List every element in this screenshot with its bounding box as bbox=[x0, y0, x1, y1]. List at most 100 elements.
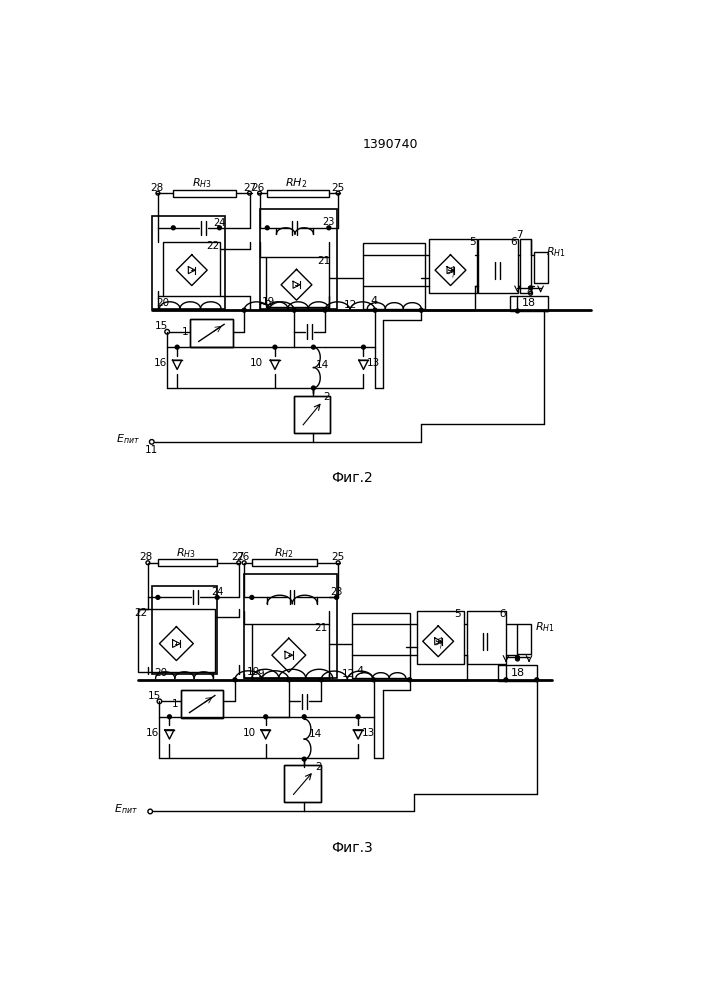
Circle shape bbox=[320, 678, 323, 682]
Text: 22: 22 bbox=[206, 241, 220, 251]
Bar bbox=[190, 319, 233, 347]
Circle shape bbox=[529, 286, 532, 290]
Text: 24: 24 bbox=[211, 587, 223, 597]
Text: 23: 23 bbox=[322, 217, 335, 227]
Text: 13: 13 bbox=[367, 358, 380, 368]
Bar bbox=[181, 690, 223, 718]
Text: 4: 4 bbox=[370, 296, 377, 306]
Text: $R_{H3}$: $R_{H3}$ bbox=[192, 176, 211, 190]
Bar bbox=[510, 296, 549, 311]
Text: 8: 8 bbox=[526, 286, 532, 296]
Bar bbox=[152, 216, 225, 309]
Text: 23: 23 bbox=[330, 587, 343, 597]
Text: 1: 1 bbox=[172, 699, 179, 709]
Circle shape bbox=[218, 226, 221, 230]
Text: $R_{H2}$: $R_{H2}$ bbox=[274, 546, 294, 560]
Bar bbox=[284, 765, 321, 802]
Text: 19: 19 bbox=[247, 667, 260, 677]
Bar bbox=[252, 559, 317, 566]
Text: 5: 5 bbox=[469, 237, 476, 247]
Text: 12: 12 bbox=[344, 300, 357, 310]
Circle shape bbox=[312, 345, 315, 349]
Text: 10: 10 bbox=[243, 728, 256, 738]
Text: 27: 27 bbox=[231, 552, 245, 562]
Circle shape bbox=[408, 678, 411, 682]
Bar bbox=[259, 209, 337, 309]
Text: 14: 14 bbox=[308, 729, 322, 739]
Bar bbox=[294, 396, 329, 433]
Text: 16: 16 bbox=[146, 728, 158, 738]
Text: Фиг.3: Фиг.3 bbox=[331, 841, 373, 855]
Text: 22: 22 bbox=[134, 608, 148, 618]
Text: 24: 24 bbox=[214, 218, 226, 228]
Bar bbox=[190, 319, 233, 347]
Circle shape bbox=[356, 715, 360, 719]
Text: 18: 18 bbox=[510, 668, 525, 678]
Circle shape bbox=[273, 345, 277, 349]
Text: 12: 12 bbox=[341, 669, 355, 679]
Circle shape bbox=[292, 308, 296, 312]
Text: 25: 25 bbox=[332, 552, 345, 562]
Bar bbox=[284, 765, 321, 802]
Bar bbox=[363, 243, 425, 309]
Bar bbox=[158, 559, 217, 566]
Bar bbox=[181, 690, 223, 718]
Circle shape bbox=[361, 345, 366, 349]
Text: 15: 15 bbox=[155, 321, 168, 331]
Bar bbox=[467, 611, 506, 664]
Text: 4: 4 bbox=[356, 666, 363, 676]
Bar bbox=[352, 613, 409, 678]
Text: 14: 14 bbox=[316, 360, 329, 370]
Bar bbox=[244, 574, 337, 678]
Text: 15: 15 bbox=[148, 691, 160, 701]
Text: $E_{пит}$: $E_{пит}$ bbox=[114, 802, 138, 816]
Text: $R_{H1}$: $R_{H1}$ bbox=[534, 620, 554, 634]
Circle shape bbox=[312, 386, 315, 390]
Bar bbox=[163, 242, 219, 296]
Circle shape bbox=[334, 595, 339, 599]
Circle shape bbox=[156, 595, 160, 599]
Bar bbox=[294, 396, 329, 433]
Bar bbox=[417, 611, 464, 664]
Text: 2: 2 bbox=[315, 762, 322, 772]
Text: 26: 26 bbox=[236, 552, 250, 562]
Circle shape bbox=[515, 309, 520, 313]
Text: 16: 16 bbox=[154, 358, 167, 368]
Text: 28: 28 bbox=[140, 552, 153, 562]
Circle shape bbox=[303, 715, 306, 719]
Text: 18: 18 bbox=[522, 298, 536, 308]
Circle shape bbox=[327, 226, 331, 230]
Bar bbox=[478, 239, 518, 293]
Text: $RH_2$: $RH_2$ bbox=[285, 176, 307, 190]
Bar bbox=[498, 665, 537, 681]
Circle shape bbox=[233, 678, 237, 682]
Text: 5: 5 bbox=[454, 609, 461, 619]
Text: Фиг.2: Фиг.2 bbox=[331, 471, 373, 485]
Text: 21: 21 bbox=[317, 256, 331, 266]
Text: б: б bbox=[499, 609, 506, 619]
Bar bbox=[534, 252, 549, 283]
Circle shape bbox=[175, 345, 179, 349]
Bar bbox=[138, 609, 215, 672]
Circle shape bbox=[504, 678, 508, 682]
Bar bbox=[520, 239, 530, 293]
Circle shape bbox=[323, 308, 327, 312]
Bar bbox=[429, 239, 477, 293]
Text: 9: 9 bbox=[258, 669, 264, 679]
Circle shape bbox=[419, 308, 423, 312]
Text: 26: 26 bbox=[252, 183, 264, 193]
Bar bbox=[267, 190, 329, 197]
Bar bbox=[266, 257, 329, 307]
Circle shape bbox=[287, 678, 291, 682]
Circle shape bbox=[168, 715, 171, 719]
Circle shape bbox=[373, 308, 377, 312]
Bar bbox=[252, 624, 329, 680]
Text: 10: 10 bbox=[250, 358, 264, 368]
Bar bbox=[152, 586, 217, 674]
Text: $E_{пит}$: $E_{пит}$ bbox=[117, 433, 140, 446]
Text: 1: 1 bbox=[182, 327, 189, 337]
Text: 19: 19 bbox=[262, 297, 276, 307]
Circle shape bbox=[534, 678, 539, 682]
Circle shape bbox=[303, 757, 306, 761]
Circle shape bbox=[243, 308, 246, 312]
